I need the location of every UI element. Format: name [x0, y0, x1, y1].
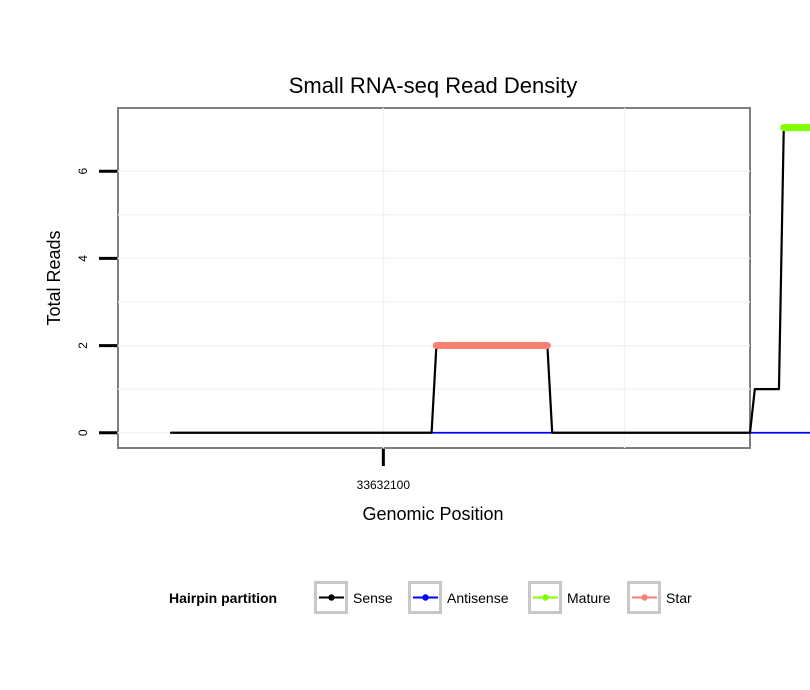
chart-title: Small RNA-seq Read Density: [289, 73, 578, 98]
y-tick-label: 4: [76, 255, 90, 262]
legend-label-mature: Mature: [567, 590, 611, 606]
legend-key-point: [542, 594, 549, 601]
x-tick-label: 33632100: [357, 478, 411, 492]
y-tick-label: 6: [76, 168, 90, 175]
y-tick-label: 0: [76, 429, 90, 436]
legend: Hairpin partition Sense Antisense Mature St…: [169, 581, 692, 614]
legend-label-sense: Sense: [353, 590, 393, 606]
x-axis: 3363210033632000: [357, 449, 411, 492]
y-axis-title: Total Reads: [44, 230, 64, 325]
x-axis-title: Genomic Position: [362, 504, 503, 524]
legend-label-star: Star: [666, 590, 692, 606]
legend-key-point: [328, 594, 335, 601]
legend-title: Hairpin partition: [169, 590, 277, 606]
legend-key-point: [641, 594, 648, 601]
series-group: [169, 124, 810, 434]
legend-label-antisense: Antisense: [447, 590, 509, 606]
legend-key-point: [422, 594, 429, 601]
y-tick-label: 2: [76, 342, 90, 349]
y-axis: 0 2 4 6: [76, 168, 117, 436]
